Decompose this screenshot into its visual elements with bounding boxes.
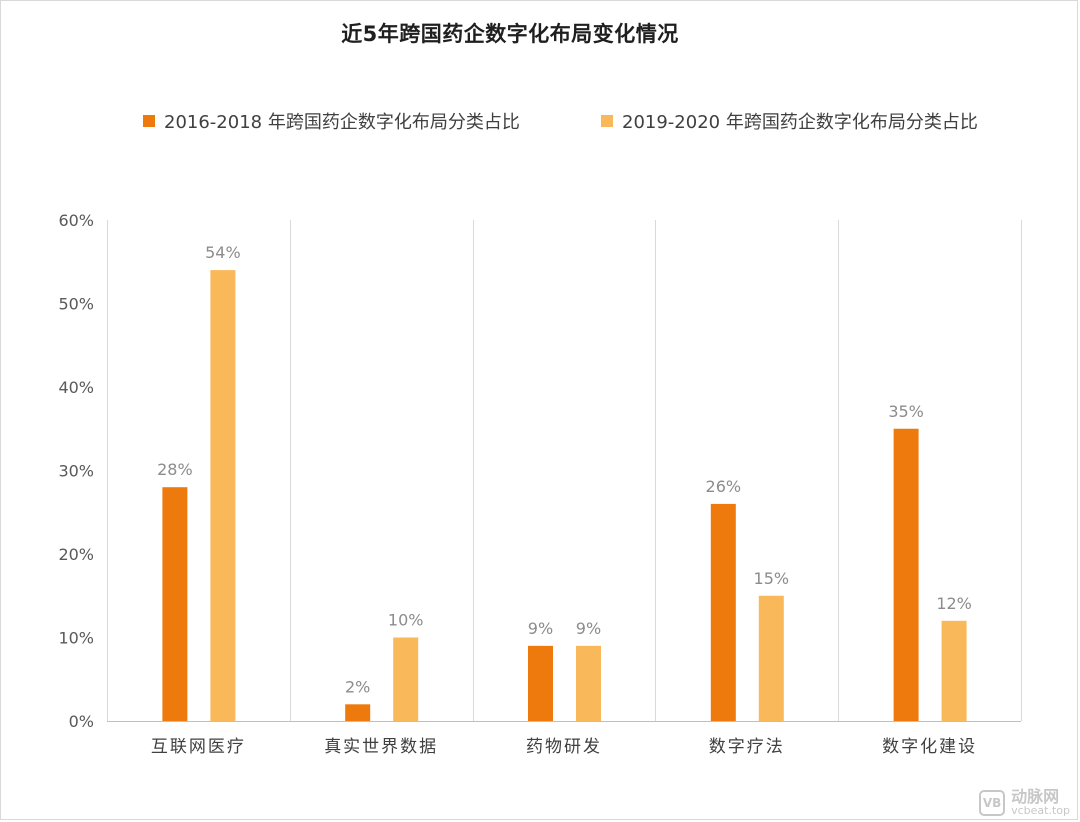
x-tick-label: 互联网医疗 xyxy=(151,737,246,757)
bar-series-2 xyxy=(758,595,784,721)
y-tick-label: 60% xyxy=(58,211,94,230)
legend-item-series-2: 2019-2020 年跨国药企数字化布局分类占比 xyxy=(601,108,978,134)
x-tick-label: 真实世界数据 xyxy=(324,737,438,757)
x-tick-label: 药物研发 xyxy=(526,737,602,757)
data-label: 54% xyxy=(205,243,241,262)
data-label: 28% xyxy=(157,460,193,479)
bar-series-2 xyxy=(393,637,419,721)
y-tick-label: 10% xyxy=(58,629,94,648)
legend-swatch-series-2 xyxy=(601,115,613,127)
bar-series-2 xyxy=(210,270,236,721)
data-label: 26% xyxy=(706,477,742,496)
data-label: 9% xyxy=(576,619,601,638)
legend-label-series-2: 2019-2020 年跨国药企数字化布局分类占比 xyxy=(622,112,978,133)
data-label: 2% xyxy=(345,677,370,696)
y-tick-label: 0% xyxy=(69,712,94,731)
x-tick-label: 数字疗法 xyxy=(709,737,785,757)
data-label: 35% xyxy=(888,402,924,421)
y-tick-label: 20% xyxy=(58,545,94,564)
data-label: 12% xyxy=(936,594,972,613)
bar-series-2 xyxy=(941,620,967,721)
bar-series-1 xyxy=(893,428,919,721)
watermark-url: vcbeat.top xyxy=(1011,804,1070,817)
legend-label-series-1: 2016-2018 年跨国药企数字化布局分类占比 xyxy=(164,112,520,133)
y-tick-label: 50% xyxy=(58,295,94,314)
watermark-brand: 动脉网 xyxy=(1011,787,1060,806)
bar-series-2 xyxy=(576,645,601,721)
watermark: VB 动脉网 vcbeat.top xyxy=(979,789,1070,816)
y-tick-label: 40% xyxy=(58,378,94,397)
bar-series-1 xyxy=(710,503,736,721)
x-tick-label: 数字化建设 xyxy=(882,737,977,757)
legend-swatch-series-1 xyxy=(143,115,155,127)
bar-series-1 xyxy=(345,704,371,721)
bar-series-1 xyxy=(162,487,188,721)
data-label: 9% xyxy=(528,619,553,638)
bar-series-1 xyxy=(528,645,553,721)
legend-item-series-1: 2016-2018 年跨国药企数字化布局分类占比 xyxy=(143,108,520,134)
watermark-text: 动脉网 vcbeat.top xyxy=(1011,787,1070,817)
data-label: 10% xyxy=(388,611,424,630)
watermark-logo: VB xyxy=(979,789,1006,816)
data-label: 15% xyxy=(754,569,790,588)
chart-title: 近5年跨国药企数字化布局变化情况 xyxy=(341,22,679,46)
y-tick-label: 30% xyxy=(58,462,94,481)
